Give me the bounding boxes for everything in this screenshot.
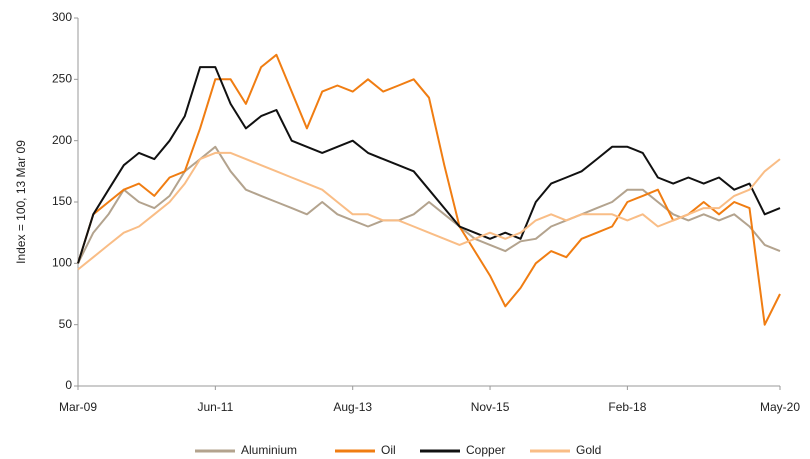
y-tick-label: 300 (52, 10, 72, 24)
y-axis-label: Index = 100, 13 Mar 09 (14, 140, 28, 264)
series-line (77, 66, 781, 264)
legend-label: Aluminium (241, 443, 297, 457)
y-tick-label: 50 (59, 317, 73, 331)
x-tick-label: Jun-11 (197, 400, 233, 414)
y-tick-label: 100 (52, 256, 72, 270)
series-line (77, 53, 781, 326)
series-line (77, 145, 781, 264)
y-tick-label: 250 (52, 72, 72, 86)
y-tick-label: 150 (52, 194, 72, 208)
x-tick-label: Feb-18 (608, 400, 646, 414)
legend-label: Copper (466, 443, 505, 457)
series-line (77, 151, 781, 271)
legend-label: Oil (381, 443, 396, 457)
y-tick-label: 0 (65, 378, 72, 392)
x-tick-label: Mar-09 (59, 400, 97, 414)
legend-label: Gold (576, 443, 601, 457)
x-tick-label: Aug-13 (333, 400, 372, 414)
x-tick-label: May-20 (760, 400, 800, 414)
y-tick-label: 200 (52, 133, 72, 147)
x-tick-label: Nov-15 (471, 400, 510, 414)
